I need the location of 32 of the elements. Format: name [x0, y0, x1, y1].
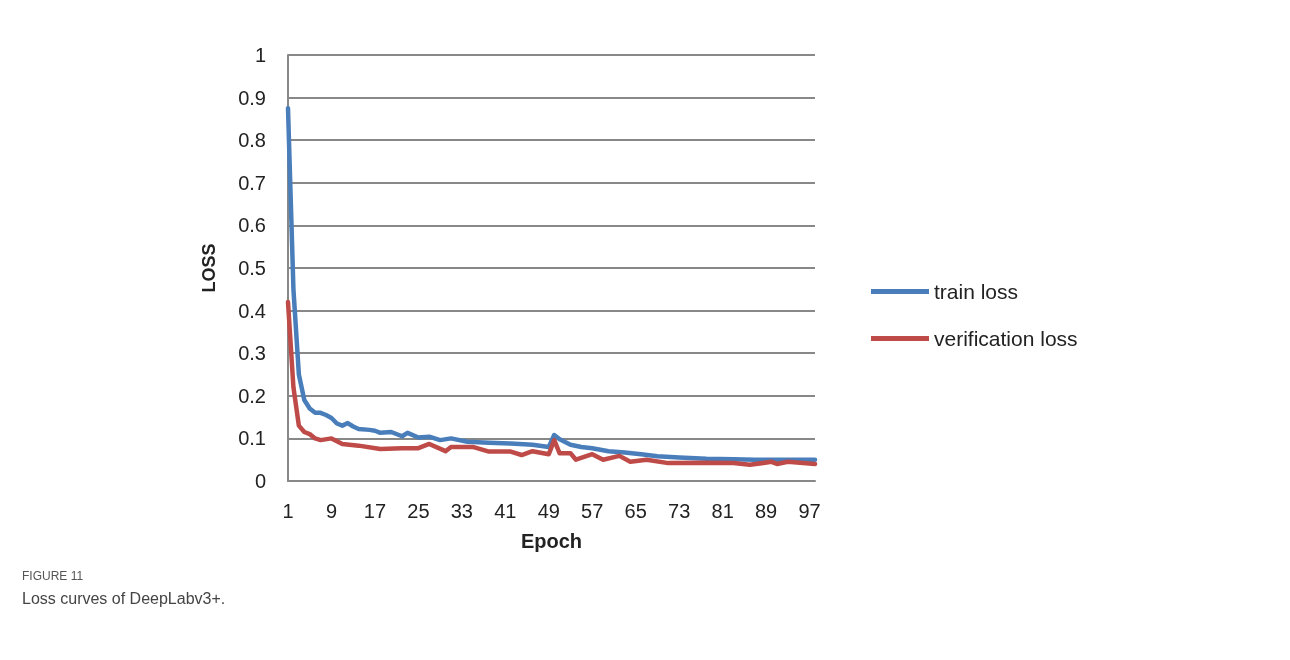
legend-label: verification loss [934, 327, 1078, 350]
x-tick-label: 25 [407, 500, 430, 522]
y-axis-title: LOSS [199, 243, 219, 293]
y-tick-label: 0.9 [238, 86, 266, 109]
y-tick-label: 0.2 [238, 384, 266, 407]
y-tick-label: 0 [254, 470, 266, 492]
x-tick-label: 49 [537, 500, 560, 522]
line-series [285, 299, 818, 468]
y-tick-label: 1 [254, 44, 266, 66]
x-axis-title: Epoch [520, 530, 583, 552]
x-tick-label: 41 [494, 500, 517, 522]
x-tick-label: 17 [363, 500, 387, 522]
legend-label: train loss [934, 280, 1019, 303]
text: Loss curves of DeepLabv3+. [22, 589, 226, 607]
x-tick-label: 81 [711, 500, 734, 522]
x-tick-label: 57 [581, 500, 604, 522]
y-tick-label: 0.1 [238, 427, 266, 450]
y-tick-label: 0.7 [238, 171, 266, 194]
x-tick-label: 97 [798, 500, 821, 522]
x-tick-label: 89 [754, 500, 778, 522]
y-tick-label: 0.3 [238, 342, 266, 365]
y-tick-label: 0.5 [238, 257, 266, 279]
line-series [285, 106, 818, 462]
y-tick-label: 0.4 [238, 299, 266, 322]
caption: FIGURE 11 [22, 569, 84, 583]
x-tick-label: 33 [450, 500, 473, 522]
y-tick-label: 0.8 [238, 129, 266, 152]
x-tick-label: 73 [668, 500, 691, 522]
x-tick-label: 1 [282, 500, 294, 522]
x-tick-label: 9 [325, 500, 338, 522]
x-tick-label: 65 [624, 500, 647, 522]
y-tick-label: 0.6 [238, 214, 266, 237]
